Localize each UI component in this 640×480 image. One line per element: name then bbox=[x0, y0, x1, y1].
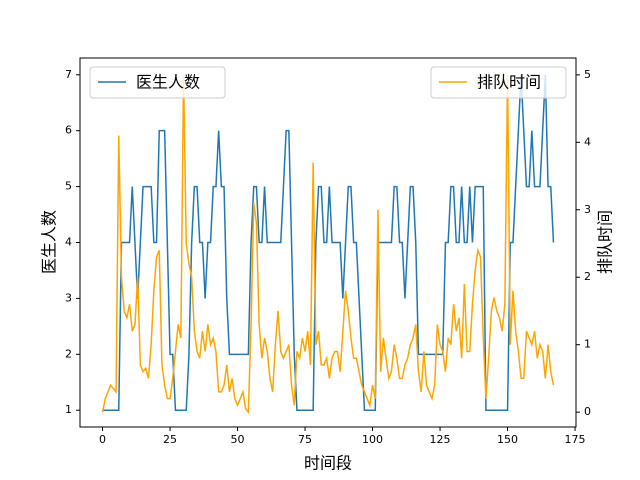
y2-tick-label: 4 bbox=[584, 135, 591, 148]
y2-tick-label: 2 bbox=[584, 270, 591, 283]
y2-tick-label: 1 bbox=[584, 338, 591, 351]
legend-label: 排队时间 bbox=[477, 73, 541, 92]
x-tick-label: 50 bbox=[231, 433, 245, 446]
data-line bbox=[102, 74, 555, 411]
y2-tick-label: 5 bbox=[584, 68, 591, 81]
x-tick-label: 100 bbox=[362, 433, 383, 446]
y-tick-label: 6 bbox=[65, 124, 72, 137]
y-tick-label: 1 bbox=[65, 403, 72, 416]
y2-tick-label: 0 bbox=[584, 405, 591, 418]
x-axis-label: 时间段 bbox=[304, 454, 352, 473]
legend-box bbox=[430, 66, 567, 99]
y2-tick-label: 3 bbox=[584, 203, 591, 216]
y-tick-label: 7 bbox=[65, 68, 72, 81]
legend-box bbox=[89, 66, 226, 99]
y2-axis-label: 排队时间 bbox=[596, 210, 615, 274]
x-tick-label: 150 bbox=[497, 433, 518, 446]
y-tick-label: 2 bbox=[65, 347, 72, 360]
y-tick-label: 3 bbox=[65, 291, 72, 304]
x-tick-label: 125 bbox=[430, 433, 451, 446]
legend-label: 医生人数 bbox=[136, 73, 200, 92]
data-line bbox=[101, 74, 555, 415]
y-tick-label: 4 bbox=[65, 236, 72, 249]
x-tick-label: 75 bbox=[298, 433, 312, 446]
x-tick-label: 0 bbox=[99, 433, 106, 446]
y-tick-label: 5 bbox=[65, 180, 72, 193]
x-tick-label: 25 bbox=[163, 433, 177, 446]
y-axis-label: 医生人数 bbox=[40, 210, 59, 274]
x-tick-label: 175 bbox=[565, 433, 586, 446]
